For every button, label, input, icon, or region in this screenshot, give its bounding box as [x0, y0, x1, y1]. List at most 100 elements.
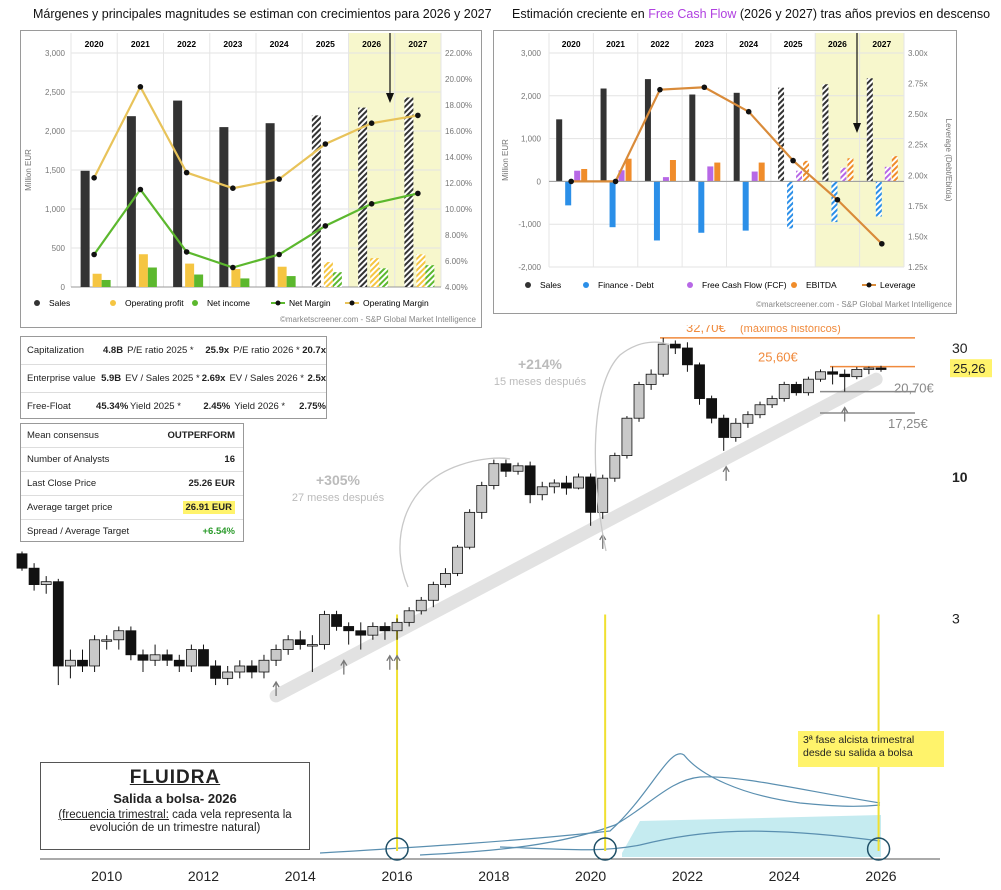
point-leverage — [701, 84, 708, 91]
y2-tick-label: 1.75x — [908, 202, 928, 211]
support-arrowhead — [841, 406, 849, 413]
chart1-title: Márgenes y principales magnitudes se est… — [33, 7, 492, 21]
candle-down — [16, 553, 28, 569]
candle-down — [125, 630, 137, 656]
bar-operating-profit — [231, 269, 241, 287]
bar-net-income — [240, 278, 250, 287]
chart1-panel: 3,000 2,500 2,000 1,500 1,000 500 0 22.00% 20.00… — [20, 30, 482, 328]
y-tick-label: 10 — [952, 469, 968, 485]
consensus-value: 25.26 EUR — [188, 478, 235, 489]
source-label: ©marketscreener.com - S&P Global Market … — [756, 300, 953, 309]
bar-free-cash-flow-fcf- — [618, 170, 625, 182]
x-tick-label: 2024 — [769, 868, 800, 884]
consensus-row: Number of Analysts 16 — [21, 448, 243, 472]
gain-annotation-title: +214% — [518, 356, 563, 372]
bar-ebitda — [758, 162, 765, 182]
candle-up — [742, 414, 754, 424]
forecast-highlight — [815, 33, 860, 267]
point-operating-margin — [137, 84, 144, 90]
forecast-highlight — [348, 33, 395, 287]
point-net-margin — [183, 249, 190, 255]
bar-net-income — [101, 279, 111, 287]
support-arrowhead — [272, 680, 280, 688]
y-tick-label: 2,000 — [521, 92, 542, 101]
bar-sales — [600, 88, 607, 182]
chart2-title-fcf: Free Cash Flow — [648, 7, 737, 21]
candle-down — [790, 384, 802, 394]
candle-up — [488, 463, 500, 486]
gain-annotation-subtitle: 27 meses después — [292, 492, 385, 504]
candle-down — [669, 343, 681, 349]
bar-sales — [80, 170, 90, 287]
candle-up — [512, 465, 524, 472]
bar-free-cash-flow-fcf- — [840, 167, 847, 182]
y2-tick-label: 22.00% — [445, 49, 472, 58]
candle-up — [101, 639, 113, 642]
bar-operating-profit — [277, 266, 287, 287]
valuation-value: 45.34% — [96, 401, 129, 412]
bar-sales — [866, 78, 873, 182]
candle-down — [173, 659, 185, 667]
valuation-value: 2.75% — [299, 401, 326, 412]
bar-sales — [822, 84, 829, 182]
point-net-margin — [322, 223, 329, 229]
point-operating-margin — [230, 185, 236, 191]
candle-up — [778, 384, 790, 399]
candle-up — [657, 343, 669, 375]
legend-label: Net Margin — [289, 298, 331, 308]
y-tick-label: 1,500 — [45, 166, 66, 175]
y-tick-label: -1,000 — [518, 220, 541, 229]
x-tick-label: 2022 — [177, 39, 196, 49]
candle-up — [536, 486, 548, 496]
consensus-table: Mean consensus OUTPERFORM Number of Analys… — [20, 423, 244, 542]
bar-net-income — [425, 265, 435, 287]
bar-free-cash-flow-fcf- — [884, 166, 891, 182]
annotation-curve — [594, 341, 671, 552]
candle-up — [863, 367, 875, 370]
bar-ebitda — [714, 162, 721, 182]
candle-up — [185, 649, 197, 667]
highlight-circle — [385, 837, 409, 861]
consensus-value: 26.91 EUR — [182, 501, 235, 514]
candle-up — [40, 581, 52, 585]
candle-up — [391, 621, 403, 632]
bar-sales — [265, 123, 275, 287]
bar-ebitda — [891, 156, 898, 182]
candle-up — [851, 369, 863, 378]
candle-down — [827, 371, 839, 375]
candle-up — [452, 546, 463, 574]
bar-finance-debt — [742, 181, 749, 231]
candle-down — [839, 373, 851, 378]
valuation-value: 25.9x — [205, 345, 230, 356]
valuation-value: 4.8B — [103, 345, 124, 356]
support-arrowhead — [340, 659, 348, 666]
x-tick-label: 2021 — [606, 39, 625, 49]
x-tick-label: 2027 — [408, 39, 427, 49]
support-arrowhead — [722, 465, 730, 473]
y2-tick-label: 2.25x — [908, 141, 928, 150]
bar-sales — [733, 92, 740, 182]
annotation-arrowhead — [386, 93, 394, 103]
candle-up — [633, 384, 645, 419]
legend-label: Operating profit — [125, 298, 184, 308]
valuation-value: 2.5x — [307, 373, 327, 384]
valuation-value: 20.7x — [302, 345, 326, 356]
y2-tick-label: 20.00% — [445, 75, 472, 84]
consensus-value: 16 — [224, 454, 235, 465]
candle-down — [52, 581, 64, 667]
consensus-label: Spread / Average Target — [27, 526, 130, 537]
phase-note: 3ª fase alcista trimestral desde su sali… — [798, 731, 944, 767]
legend-marker — [583, 282, 589, 288]
candle-down — [875, 367, 887, 370]
gain-annotation-subtitle: 15 meses después — [494, 376, 587, 388]
candle-up — [234, 665, 246, 673]
candle-up — [754, 404, 766, 416]
bar-finance-debt — [875, 181, 882, 217]
consensus-row: Average target price 26.91 EUR — [21, 496, 243, 520]
candle-up — [815, 371, 826, 380]
point-leverage — [568, 178, 574, 185]
bar-ebitda — [625, 158, 632, 182]
candle-down — [198, 649, 209, 667]
legend-label: Net income — [207, 298, 250, 308]
valuation-label: EV / Sales 2026 * — [229, 373, 304, 384]
